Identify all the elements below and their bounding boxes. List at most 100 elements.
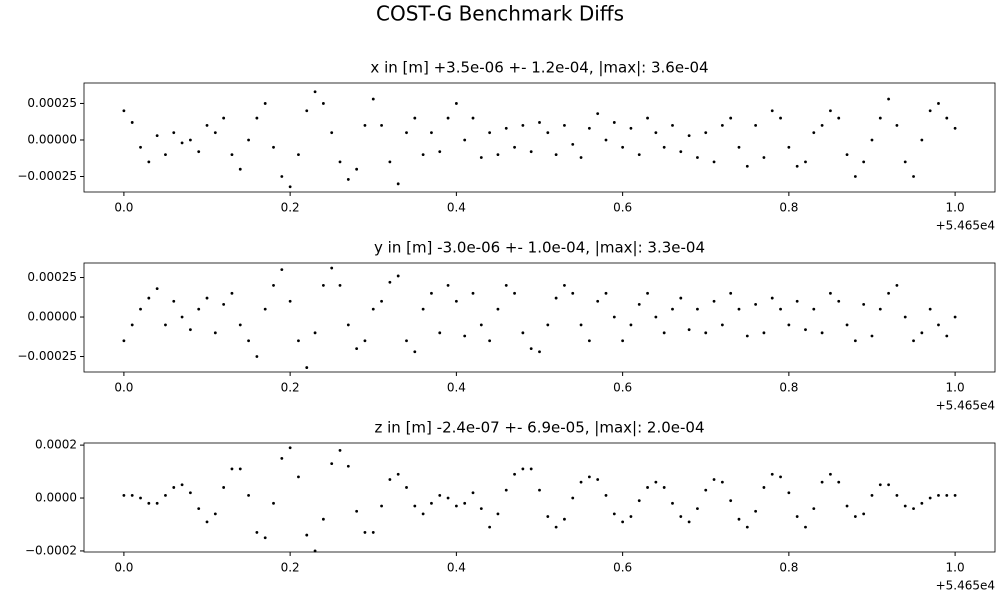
point xyxy=(371,531,375,534)
point xyxy=(887,97,891,101)
point xyxy=(845,504,849,508)
point xyxy=(255,116,259,120)
point xyxy=(937,323,940,327)
x-tick-label: 0.8 xyxy=(779,561,798,575)
point xyxy=(829,109,832,113)
point xyxy=(230,291,234,295)
point xyxy=(188,328,192,332)
x-tick-label: 0.6 xyxy=(613,381,632,395)
point xyxy=(704,131,708,135)
point xyxy=(330,266,334,270)
point xyxy=(629,126,633,130)
point xyxy=(371,97,375,101)
point xyxy=(213,331,217,335)
point xyxy=(272,501,275,505)
point xyxy=(355,167,359,171)
point xyxy=(471,116,475,120)
point xyxy=(920,501,924,505)
point xyxy=(779,307,782,311)
point xyxy=(920,331,924,335)
point xyxy=(147,501,151,505)
point xyxy=(621,520,625,524)
point xyxy=(878,307,882,311)
point xyxy=(263,102,267,105)
point xyxy=(829,291,832,295)
point xyxy=(222,486,226,489)
point xyxy=(446,496,450,500)
point xyxy=(679,296,683,300)
point xyxy=(870,138,874,142)
point xyxy=(837,116,841,120)
point xyxy=(405,486,408,489)
point xyxy=(405,339,408,343)
x-tick-label: 0.2 xyxy=(281,561,300,575)
point xyxy=(454,504,458,508)
point xyxy=(720,480,724,484)
point xyxy=(621,145,625,149)
point xyxy=(604,493,608,497)
point xyxy=(130,323,134,327)
point xyxy=(754,509,758,513)
point xyxy=(696,307,699,311)
point xyxy=(679,515,683,518)
point xyxy=(571,496,575,500)
point xyxy=(479,156,483,159)
point xyxy=(862,512,866,516)
point xyxy=(180,315,184,319)
point xyxy=(887,291,891,295)
x-tick-label: 0.2 xyxy=(281,201,300,215)
point xyxy=(887,483,891,487)
point xyxy=(671,307,674,311)
point xyxy=(380,123,383,127)
point xyxy=(513,145,516,149)
point xyxy=(654,131,658,135)
point xyxy=(164,153,167,156)
point xyxy=(837,299,841,303)
point xyxy=(737,307,741,311)
point xyxy=(762,331,766,335)
point xyxy=(845,153,849,156)
point xyxy=(637,153,641,156)
point xyxy=(654,315,658,319)
x-tick-label: 0.0 xyxy=(114,201,133,215)
point xyxy=(430,291,433,295)
point xyxy=(571,291,575,295)
axes-frame xyxy=(83,262,996,373)
y-tick-label: 0.0002 xyxy=(35,438,77,452)
point xyxy=(920,138,924,142)
x-tick-label: 0.4 xyxy=(447,381,466,395)
point xyxy=(463,334,467,338)
point xyxy=(496,307,500,311)
point xyxy=(164,493,167,497)
point xyxy=(139,145,142,149)
y-tick-label: 0.00025 xyxy=(27,96,77,110)
panel-title: x in [m] +3.5e-06 +- 1.2e-04, |max|: 3.6… xyxy=(370,59,708,77)
point xyxy=(878,116,882,120)
point xyxy=(330,462,334,466)
x-tick-label: 0.6 xyxy=(613,201,632,215)
point xyxy=(554,525,558,529)
point xyxy=(829,472,832,476)
point xyxy=(488,131,492,135)
point xyxy=(463,138,467,142)
point xyxy=(546,323,550,327)
point xyxy=(795,515,799,518)
point xyxy=(529,150,533,154)
x-offset-label: +5.465e4 xyxy=(936,219,995,233)
point xyxy=(787,145,791,149)
point xyxy=(280,175,284,178)
point xyxy=(903,160,907,164)
point xyxy=(346,178,350,181)
point xyxy=(321,517,325,521)
point xyxy=(438,331,442,335)
point xyxy=(621,339,625,343)
point xyxy=(413,116,417,120)
point xyxy=(604,138,608,142)
point xyxy=(388,478,392,481)
point xyxy=(122,493,126,497)
point xyxy=(720,123,724,127)
point xyxy=(463,501,467,505)
point xyxy=(712,478,716,481)
point xyxy=(953,126,957,130)
point xyxy=(928,496,932,500)
